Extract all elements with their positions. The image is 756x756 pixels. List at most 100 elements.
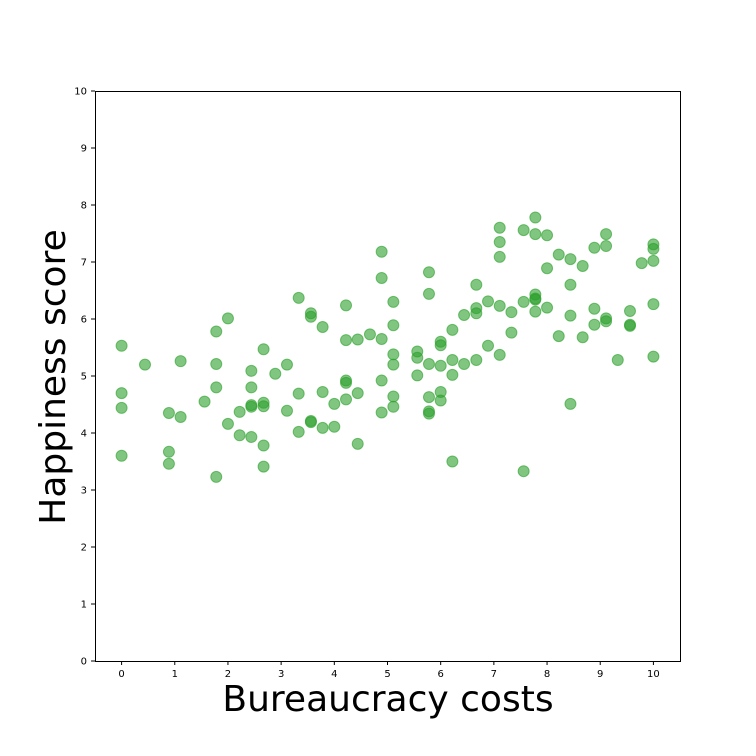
data-point bbox=[245, 364, 258, 377]
data-point bbox=[375, 406, 388, 419]
y-tick-label: 6 bbox=[81, 315, 87, 326]
data-point bbox=[422, 287, 435, 300]
x-tick-label: 8 bbox=[544, 669, 550, 680]
data-point bbox=[422, 391, 435, 404]
data-point bbox=[635, 257, 648, 270]
data-point bbox=[375, 245, 388, 258]
data-point bbox=[576, 259, 589, 272]
x-tick-label: 2 bbox=[225, 669, 231, 680]
data-point bbox=[115, 387, 128, 400]
data-point bbox=[340, 393, 353, 406]
data-point bbox=[647, 254, 660, 267]
data-point bbox=[245, 400, 258, 413]
data-point bbox=[269, 367, 282, 380]
data-point bbox=[340, 376, 353, 389]
y-tick-label: 9 bbox=[81, 144, 87, 155]
data-point bbox=[316, 421, 329, 434]
data-point bbox=[280, 358, 293, 371]
data-point bbox=[115, 401, 128, 414]
data-point bbox=[493, 250, 506, 263]
x-tick-label: 6 bbox=[437, 669, 443, 680]
data-point bbox=[115, 449, 128, 462]
data-point bbox=[600, 315, 613, 328]
data-point bbox=[411, 369, 424, 382]
data-point bbox=[245, 430, 258, 443]
data-point bbox=[411, 351, 424, 364]
data-point bbox=[221, 417, 234, 430]
data-point bbox=[292, 425, 305, 438]
data-point bbox=[210, 470, 223, 483]
data-point bbox=[564, 397, 577, 410]
y-axis-title: Happiness score bbox=[33, 229, 74, 525]
y-tick-label: 10 bbox=[74, 87, 87, 98]
data-point bbox=[434, 339, 447, 352]
data-point bbox=[624, 319, 637, 332]
data-point bbox=[517, 465, 530, 478]
data-point bbox=[517, 295, 530, 308]
data-point bbox=[304, 310, 317, 323]
data-point bbox=[564, 309, 577, 322]
data-point bbox=[588, 302, 601, 315]
data-point bbox=[505, 306, 518, 319]
data-point bbox=[564, 253, 577, 266]
y-tick-label: 8 bbox=[81, 201, 87, 212]
data-point bbox=[422, 358, 435, 371]
data-point bbox=[470, 278, 483, 291]
data-point bbox=[552, 248, 565, 261]
data-point bbox=[493, 348, 506, 361]
y-axis-ticks: 0 1 2 3 4 5 6 7 8 9 10 bbox=[74, 87, 95, 668]
data-point bbox=[351, 333, 364, 346]
data-point bbox=[611, 354, 624, 367]
data-point bbox=[446, 368, 459, 381]
data-point bbox=[493, 299, 506, 312]
data-point bbox=[470, 307, 483, 320]
data-point bbox=[115, 339, 128, 352]
x-axis-ticks: 0 1 2 3 4 5 6 7 8 9 10 bbox=[118, 661, 660, 680]
data-point bbox=[387, 390, 400, 403]
data-point bbox=[162, 445, 175, 458]
data-point bbox=[529, 305, 542, 318]
x-tick-label: 0 bbox=[118, 669, 124, 680]
data-point bbox=[351, 437, 364, 450]
data-point bbox=[624, 305, 637, 318]
data-point bbox=[564, 278, 577, 291]
data-point bbox=[316, 320, 329, 333]
y-tick-label: 2 bbox=[81, 543, 87, 554]
data-point bbox=[292, 291, 305, 304]
data-point bbox=[529, 211, 542, 224]
data-point bbox=[174, 411, 187, 424]
data-point bbox=[588, 318, 601, 331]
data-point bbox=[647, 242, 660, 255]
data-point bbox=[340, 334, 353, 347]
data-point bbox=[257, 400, 270, 413]
data-point bbox=[458, 358, 471, 371]
data-point bbox=[387, 295, 400, 308]
data-point bbox=[387, 358, 400, 371]
data-point bbox=[257, 460, 270, 473]
data-point bbox=[541, 262, 554, 275]
data-point bbox=[493, 221, 506, 234]
data-point bbox=[505, 326, 518, 339]
data-point bbox=[316, 385, 329, 398]
data-point bbox=[482, 295, 495, 308]
x-tick-label: 10 bbox=[647, 669, 660, 680]
x-tick-label: 5 bbox=[384, 669, 390, 680]
data-point bbox=[162, 407, 175, 420]
data-point bbox=[529, 293, 542, 306]
data-point bbox=[529, 228, 542, 241]
data-point bbox=[257, 343, 270, 356]
data-point bbox=[422, 407, 435, 420]
y-tick-label: 5 bbox=[81, 372, 87, 383]
data-point bbox=[221, 312, 234, 325]
data-point bbox=[375, 374, 388, 387]
data-point bbox=[446, 323, 459, 336]
data-point bbox=[387, 319, 400, 332]
data-point bbox=[292, 387, 305, 400]
data-point bbox=[233, 429, 246, 442]
data-point bbox=[422, 266, 435, 279]
x-tick-label: 9 bbox=[597, 669, 603, 680]
data-point bbox=[138, 358, 151, 371]
data-point bbox=[328, 420, 341, 433]
y-tick-label: 3 bbox=[81, 486, 87, 497]
